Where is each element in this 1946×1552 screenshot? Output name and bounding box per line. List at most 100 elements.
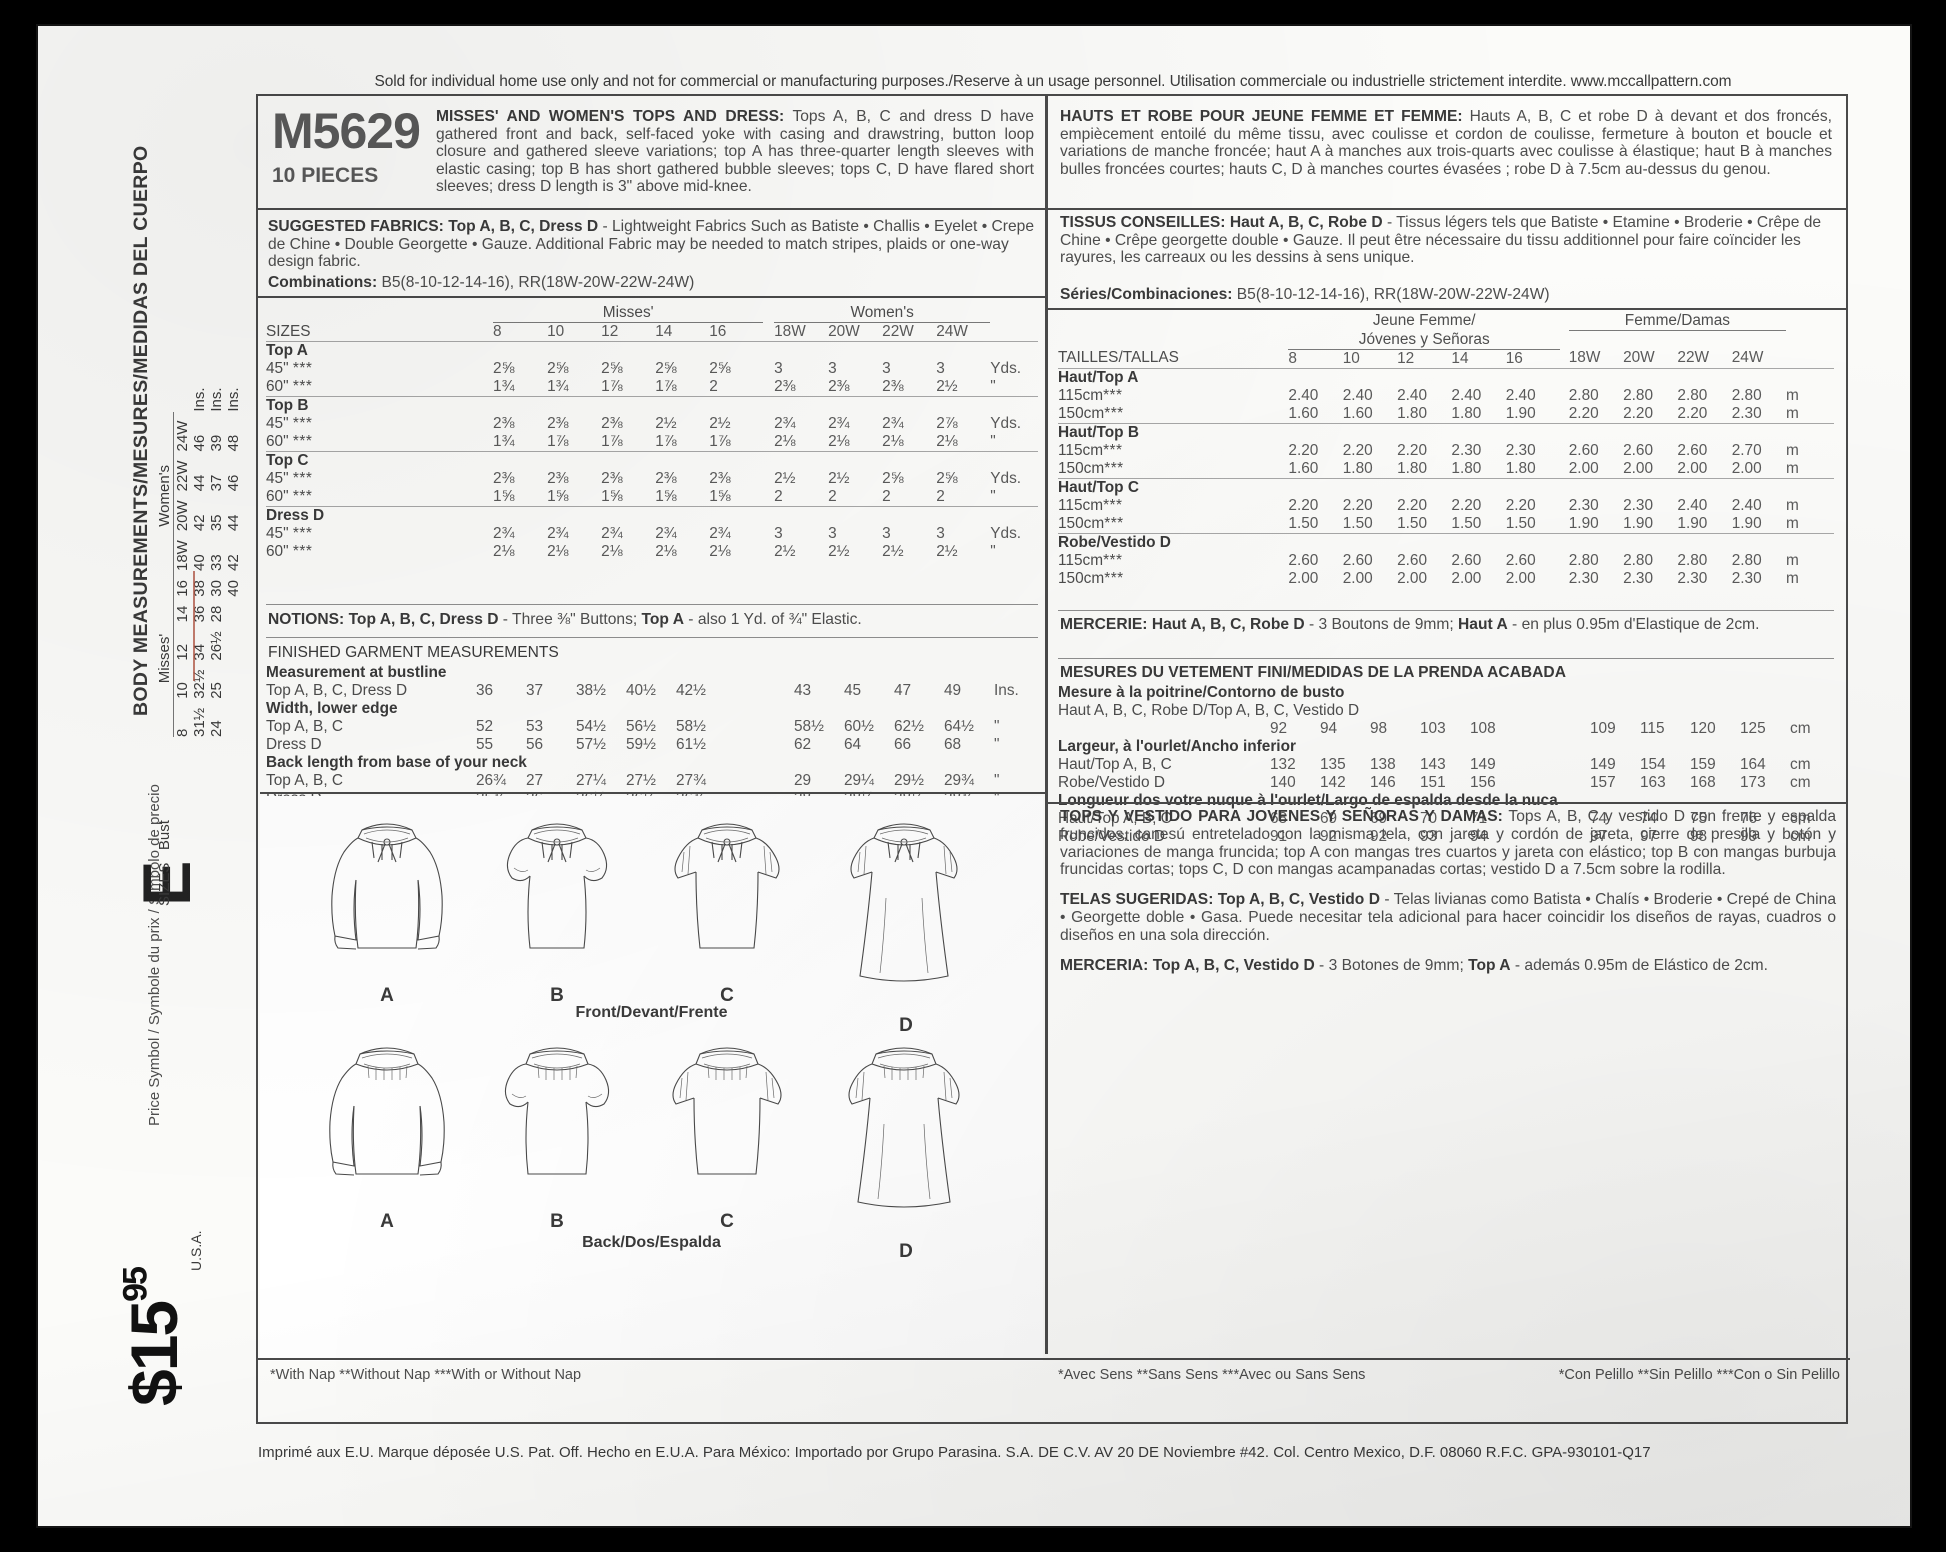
pattern-number-block: M5629 10 PIECES <box>272 106 427 188</box>
spanish-notions-mid: - 3 Botones de 9mm; <box>1314 956 1469 974</box>
metric-group-name: Robe/Vestido D <box>1058 532 1289 552</box>
fgm-row-label: Top A, B, C <box>266 718 343 735</box>
sizes-bust-labels: SIZES Bust <box>156 820 173 906</box>
metric-unit: m <box>1786 514 1799 532</box>
english-notions-title: NOTIONS: <box>268 611 345 628</box>
fgm-section-title-row: Measurement at bustline <box>266 664 1038 682</box>
metric-size: 24W <box>1731 349 1764 367</box>
figure-label: A <box>380 1211 394 1232</box>
red-scan-artifact <box>193 571 195 681</box>
nap-stars: *** <box>1104 569 1124 587</box>
yardage-group-name: Dress D <box>266 506 494 525</box>
nap-stars: *** <box>1104 404 1124 422</box>
figure-back-c: C <box>652 1034 802 1233</box>
french-fabrics: TISSUS CONSEILLES: Haut A, B, C, Robe D … <box>1060 214 1832 267</box>
nap-stars: *** <box>1104 459 1124 477</box>
fgmm-row: Robe/Vestido D 140 142 146 151 156 157 1… <box>1058 774 1811 791</box>
metric-group-name: Haut/Top C <box>1058 477 1289 497</box>
french-notions-views: Haut A, B, C, Robe D <box>1147 616 1305 633</box>
body-meas-group-womens: Women's <box>156 411 174 572</box>
metric-unit: m <box>1786 404 1799 422</box>
yardage-row: 45" *** 2⅜ 2⅜ 2⅜ 2½ 2½ 2¾ 2¾ 2¾ 2⅞ Yds. <box>266 415 1038 433</box>
yardage-unit: Yds. <box>990 415 1022 432</box>
fgmm-row-label: Robe/Vestido D <box>1058 828 1165 845</box>
spanish-description: TOPS Y VESTIDO PARA JOVENES Y SEÑORAS Y … <box>1060 808 1836 879</box>
fgmm-row-label: Robe/Vestido D <box>1058 774 1165 791</box>
yardage-unit: Yds. <box>990 360 1022 377</box>
metric-size: 22W <box>1677 349 1710 367</box>
yardage-group-name: Top B <box>266 396 494 415</box>
yardage-width-label: 45" <box>266 415 289 432</box>
metric-unit: m <box>1786 569 1799 587</box>
rule <box>266 604 1038 605</box>
nap-stars: *** <box>1103 496 1123 514</box>
rule <box>1048 802 1848 804</box>
french-combinations-title: Séries/Combinaciones: <box>1060 286 1233 303</box>
metric-size: 20W <box>1623 349 1655 367</box>
yardage-row: 45" *** 2⅝ 2⅝ 2⅝ 2⅝ 2⅝ 3 3 3 3 Yds. <box>266 360 1038 378</box>
metric-size: 12 <box>1397 349 1415 367</box>
fgm-row: Top A, B, C 52 53 54½ 56½ 58½ 58½ 60½ 62… <box>266 718 1000 735</box>
yardage-group-name-row: Top B <box>266 396 1038 415</box>
metric-width-label: 150cm <box>1058 569 1105 587</box>
nap-stars: *** <box>1103 551 1123 569</box>
garment-illustrations: A <box>260 792 1047 1361</box>
metric-width-label: 150cm <box>1058 514 1105 532</box>
footnote-en: *With Nap **Without Nap ***With or Witho… <box>270 1367 582 1383</box>
yardage-row: 60" *** 1¾ 1⅞ 1⅞ 1⅞ 1⅞ 2⅛ 2⅛ 2⅛ 2⅛ " <box>266 433 1038 452</box>
spanish-description-title: TOPS Y VESTIDO PARA JOVENES Y SEÑORAS Y … <box>1060 808 1503 825</box>
spanish-description-body: Tops A, B, C y vestido D con frente y es… <box>1060 808 1836 879</box>
metric-width-label: 150cm <box>1058 404 1105 422</box>
fgm-section-title-row: Width, lower edge <box>266 700 1038 718</box>
metric-row: 115cm*** 2.20 2.20 2.20 2.20 2.20 2.30 2… <box>1058 497 1834 515</box>
fgmm-row: Robe/Vestido D 91 92 92 93 94 97 97 98 9… <box>1058 828 1811 845</box>
english-fabrics-body: - Lightweight Fabrics Such as Batiste • … <box>268 218 1034 271</box>
rule <box>260 792 1047 794</box>
metric-width-label: 150cm <box>1058 459 1105 477</box>
nap-stars: *** <box>292 433 313 450</box>
figure-label: B <box>550 985 564 1006</box>
price-symbol-label-en: Price Symbol <box>146 1037 163 1126</box>
yardage-unit: " <box>990 433 996 450</box>
yardage-width-label: 60" <box>266 378 289 395</box>
fgm-bustline-title: Measurement at bustline <box>266 664 447 681</box>
french-notions-view-a: Haut A <box>1458 616 1508 633</box>
price-symbol-label-fr: Symbole du prix <box>146 917 163 1026</box>
metric-size: 18W <box>1568 349 1601 367</box>
rule <box>258 296 1045 298</box>
metric-sizes-row: TAILLES/TALLAS 8 10 12 14 16 18W 20W 22W… <box>1058 349 1834 368</box>
figure-label: C <box>720 985 734 1006</box>
french-description: HAUTS ET ROBE POUR JEUNE FEMME ET FEMME:… <box>1060 108 1832 178</box>
metric-row: 115cm*** 2.60 2.60 2.60 2.60 2.60 2.80 2… <box>1058 552 1834 570</box>
fgmm-width-title: Largeur, à l'ourlet/Ancho inferior <box>1058 738 1296 755</box>
metric-sizes-label: TAILLES/TALLAS <box>1058 349 1179 367</box>
english-notions-end: - also 1 Yd. of ¾" Elastic. <box>683 611 862 628</box>
nap-stars: *** <box>292 525 313 542</box>
fgm-width-title: Width, lower edge <box>266 700 398 717</box>
bm-size: 20W <box>174 500 191 532</box>
body-measurements-table: Misses' Women's 8 10 12 14 16 18W 20W 22… <box>156 378 242 746</box>
yardage-width-label: 45" <box>266 525 289 542</box>
spanish-fabrics-body: - Telas livianas como Batista • Chalís •… <box>1060 891 1836 944</box>
figure-back-a: A <box>312 1034 462 1233</box>
french-combinations-body: B5(8-10-12-14-16), RR(18W-20W-22W-24W) <box>1232 286 1550 303</box>
figure-label: A <box>380 985 394 1006</box>
bottom-imprint-line: Imprimé aux E.U. Marque déposée U.S. Pat… <box>258 1444 1651 1461</box>
metric-unit: m <box>1786 386 1799 404</box>
fgmm-bustline-title: Mesure à la poitrine/Contorno de busto <box>1058 684 1345 701</box>
french-notions: MERCERIE: Haut A, B, C, Robe D - 3 Bouto… <box>1060 616 1832 634</box>
garment-back-c-drawing <box>672 1047 782 1175</box>
spanish-fabrics-title: TELAS SUGERIDAS: <box>1060 891 1214 909</box>
metric-row: 150cm*** 1.50 1.50 1.50 1.50 1.50 1.90 1… <box>1058 515 1834 534</box>
yardage-table: Misses' Women's SIZES 8 10 12 14 16 <box>266 304 1038 561</box>
fgmm-section-title-row: Mesure à la poitrine/Contorno de busto <box>1058 684 1834 702</box>
figure-front-c: C <box>652 808 802 1007</box>
yardage-unit: Yds. <box>990 525 1022 542</box>
nap-stars: *** <box>1103 441 1123 459</box>
content-box: M5629 10 PIECES MISSES' AND WOMEN'S TOPS… <box>256 94 1850 1424</box>
metric-group-young: Jeune Femme/ <box>1372 312 1476 330</box>
yardage-size: 22W <box>882 323 914 340</box>
bm-size: 14 <box>174 605 191 623</box>
fgmm-row: Haut/Top A, B, C 132 135 138 143 149 149… <box>1058 756 1811 773</box>
metric-width-label: 115cm <box>1058 496 1104 514</box>
